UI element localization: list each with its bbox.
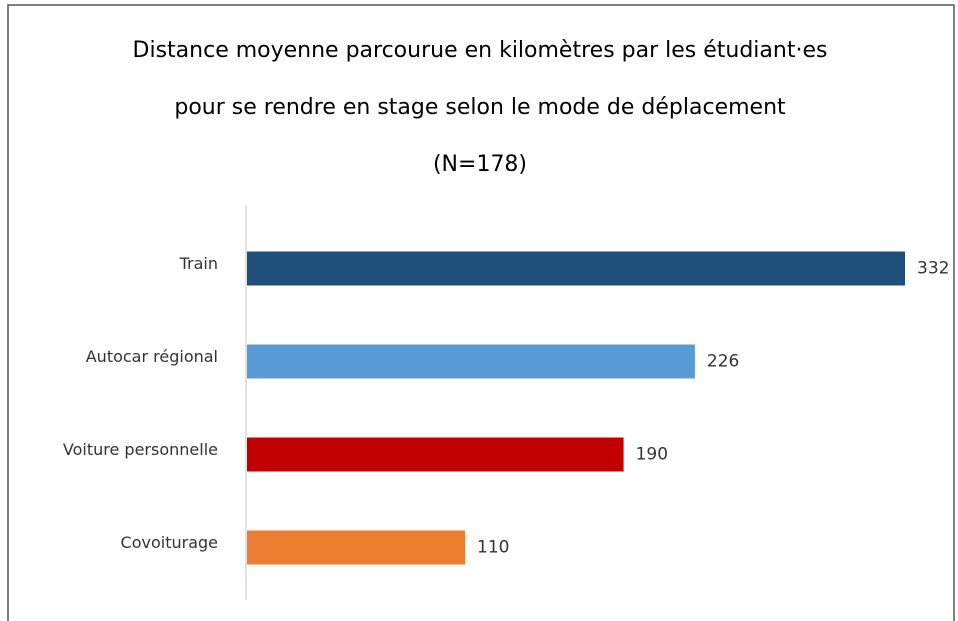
category-label: Autocar régional [86,347,218,366]
bar [247,530,466,565]
value-label: 226 [707,352,739,372]
category-label: Covoiturage [121,533,218,552]
category-label: Voiture personnelle [63,440,218,459]
value-label: 190 [636,445,668,465]
value-label: 110 [477,538,509,558]
bar [247,437,624,472]
frame [7,4,955,621]
value-label: 332 [917,259,949,279]
bar [247,251,905,286]
chart-title: Distance moyenne parcourue en kilomètres… [132,38,828,177]
category-label: Train [179,254,218,273]
bar [247,344,695,379]
